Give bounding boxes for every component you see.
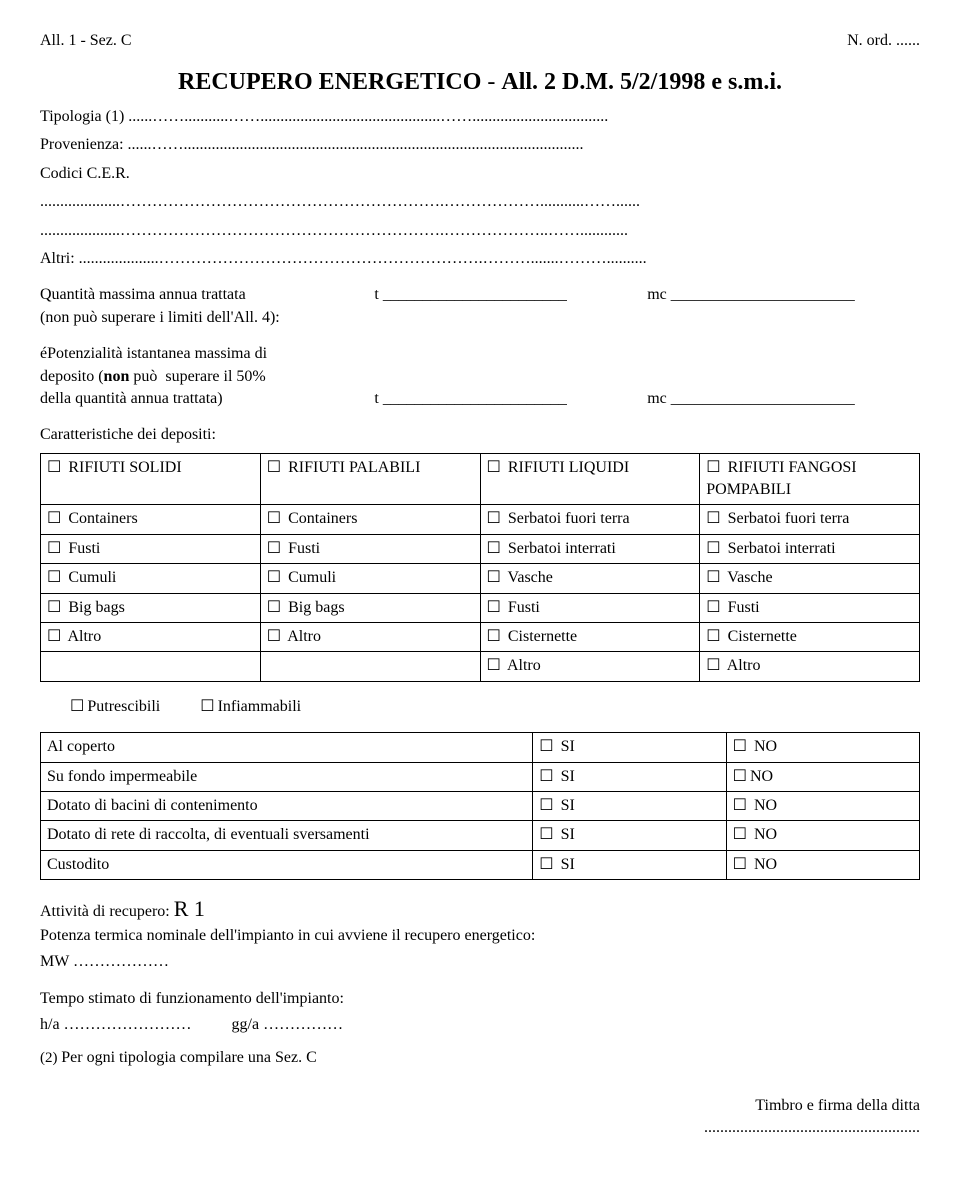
page-title: RECUPERO ENERGETICO - All. 2 D.M. 5/2/19… — [40, 66, 920, 100]
char-cell[interactable]: ☐ RIFIUTI SOLIDI — [41, 453, 261, 505]
char-cell[interactable]: ☐ Serbatoi interrati — [480, 534, 700, 563]
char-cell[interactable]: ☐ Containers — [260, 505, 480, 534]
tempo-label: Tempo stimato di funzionamento dell'impi… — [40, 988, 920, 1010]
char-cell[interactable]: ☐ Fusti — [260, 534, 480, 563]
char-cell[interactable]: ☐ Cumuli — [260, 564, 480, 593]
char-cell — [260, 652, 480, 681]
char-cell[interactable]: ☐ Big bags — [41, 593, 261, 622]
char-cell[interactable]: ☐ Cumuli — [41, 564, 261, 593]
ha-field[interactable]: h/a …………………… — [40, 1016, 192, 1033]
header-left: All. 1 - Sez. C — [40, 30, 132, 52]
altri-line: Altri: ....................…………………………………… — [40, 248, 920, 270]
qta-t-blank[interactable]: t _______________________ — [374, 284, 647, 329]
char-cell[interactable]: ☐ RIFIUTI LIQUIDI — [480, 453, 700, 505]
attivita-label: Attività di recupero: — [40, 903, 174, 920]
char-cell[interactable]: ☐ Serbatoi fuori terra — [700, 505, 920, 534]
yesno-si[interactable]: ☐ SI — [533, 791, 726, 820]
characteristics-table: ☐ RIFIUTI SOLIDI☐ RIFIUTI PALABILI☐ RIFI… — [40, 453, 920, 682]
codici-dots1: ....................……………………………………………………… — [40, 191, 920, 213]
char-cell[interactable]: ☐ Altro — [700, 652, 920, 681]
provenienza-line: Provenienza: ......……...................… — [40, 134, 920, 156]
title-sep: - — [481, 69, 501, 95]
yesno-no[interactable]: ☐NO — [726, 762, 919, 791]
codici-dots2: ....................……………………………………………………… — [40, 220, 920, 242]
char-cell[interactable]: ☐ Vasche — [480, 564, 700, 593]
char-cell[interactable]: ☐ Fusti — [700, 593, 920, 622]
qta-line1: Quantità massima annua trattata — [40, 284, 374, 306]
pot-mc-blank[interactable]: mc _______________________ — [647, 388, 855, 410]
yesno-label: Custodito — [41, 850, 533, 879]
title-main: RECUPERO ENERGETICO — [178, 69, 481, 95]
codici-label: Codici C.E.R. — [40, 163, 920, 185]
mw-field[interactable]: MW ……………… — [40, 951, 920, 973]
potenza-label: Potenza termica nominale dell'impianto i… — [40, 925, 920, 947]
yesno-si[interactable]: ☐ SI — [533, 733, 726, 762]
char-cell — [41, 652, 261, 681]
yesno-si[interactable]: ☐ SI — [533, 821, 726, 850]
pot-t-blank[interactable]: t _______________________ — [374, 388, 566, 410]
qta-mc-blank[interactable]: mc _______________________ — [647, 284, 920, 329]
char-cell[interactable]: ☐ Serbatoi fuori terra — [480, 505, 700, 534]
yesno-table: Al coperto☐ SI☐ NOSu fondo impermeabile☐… — [40, 732, 920, 880]
pot-line2: deposito (non può superare il 50% — [40, 366, 374, 388]
char-cell[interactable]: ☐ Vasche — [700, 564, 920, 593]
putrescibili-checkbox[interactable]: ☐Putrescibili — [70, 698, 160, 715]
gga-field[interactable]: gg/a …………… — [232, 1016, 344, 1033]
char-cell[interactable]: ☐ Cisternette — [480, 623, 700, 652]
char-cell[interactable]: ☐ Cisternette — [700, 623, 920, 652]
yesno-label: Al coperto — [41, 733, 533, 762]
yesno-no[interactable]: ☐ NO — [726, 850, 919, 879]
char-cell[interactable]: ☐ Altro — [41, 623, 261, 652]
char-cell[interactable]: ☐ Containers — [41, 505, 261, 534]
note2-prefix: (2) — [40, 1050, 61, 1066]
note2-text: Per ogni tipologia compilare una Sez. C — [61, 1049, 317, 1066]
yesno-no[interactable]: ☐ NO — [726, 821, 919, 850]
pot-line3: della quantità annua trattata) — [40, 388, 374, 410]
char-cell[interactable]: ☐ RIFIUTI FANGOSI POMPABILI — [700, 453, 920, 505]
char-cell[interactable]: ☐ Serbatoi interrati — [700, 534, 920, 563]
infiammabili-checkbox[interactable]: ☐Infiammabili — [200, 698, 301, 715]
header-right: N. ord. ...... — [847, 30, 920, 52]
char-cell[interactable]: ☐ Fusti — [480, 593, 700, 622]
tipologia-line: Tipologia (1) ......……...........…….....… — [40, 106, 920, 128]
char-cell[interactable]: ☐ RIFIUTI PALABILI — [260, 453, 480, 505]
yesno-no[interactable]: ☐ NO — [726, 791, 919, 820]
yesno-label: Dotato di rete di raccolta, di eventuali… — [41, 821, 533, 850]
yesno-si[interactable]: ☐ SI — [533, 850, 726, 879]
char-cell[interactable]: ☐ Fusti — [41, 534, 261, 563]
char-heading: Caratteristiche dei depositi: — [40, 424, 920, 446]
char-cell[interactable]: ☐ Big bags — [260, 593, 480, 622]
char-cell[interactable]: ☐ Altro — [260, 623, 480, 652]
pot-line1: éPotenzialità istantanea massima di — [40, 343, 374, 365]
timbro-dots: ........................................… — [40, 1117, 920, 1139]
timbro-label: Timbro e firma della ditta — [40, 1095, 920, 1117]
title-sub: All. 2 D.M. 5/2/1998 e s.m.i. — [501, 69, 782, 95]
yesno-si[interactable]: ☐ SI — [533, 762, 726, 791]
qta-line2: (non può superare i limiti dell'All. 4): — [40, 307, 374, 329]
yesno-label: Su fondo impermeabile — [41, 762, 533, 791]
char-cell[interactable]: ☐ Altro — [480, 652, 700, 681]
yesno-no[interactable]: ☐ NO — [726, 733, 919, 762]
yesno-label: Dotato di bacini di contenimento — [41, 791, 533, 820]
attivita-code: R 1 — [174, 896, 205, 921]
